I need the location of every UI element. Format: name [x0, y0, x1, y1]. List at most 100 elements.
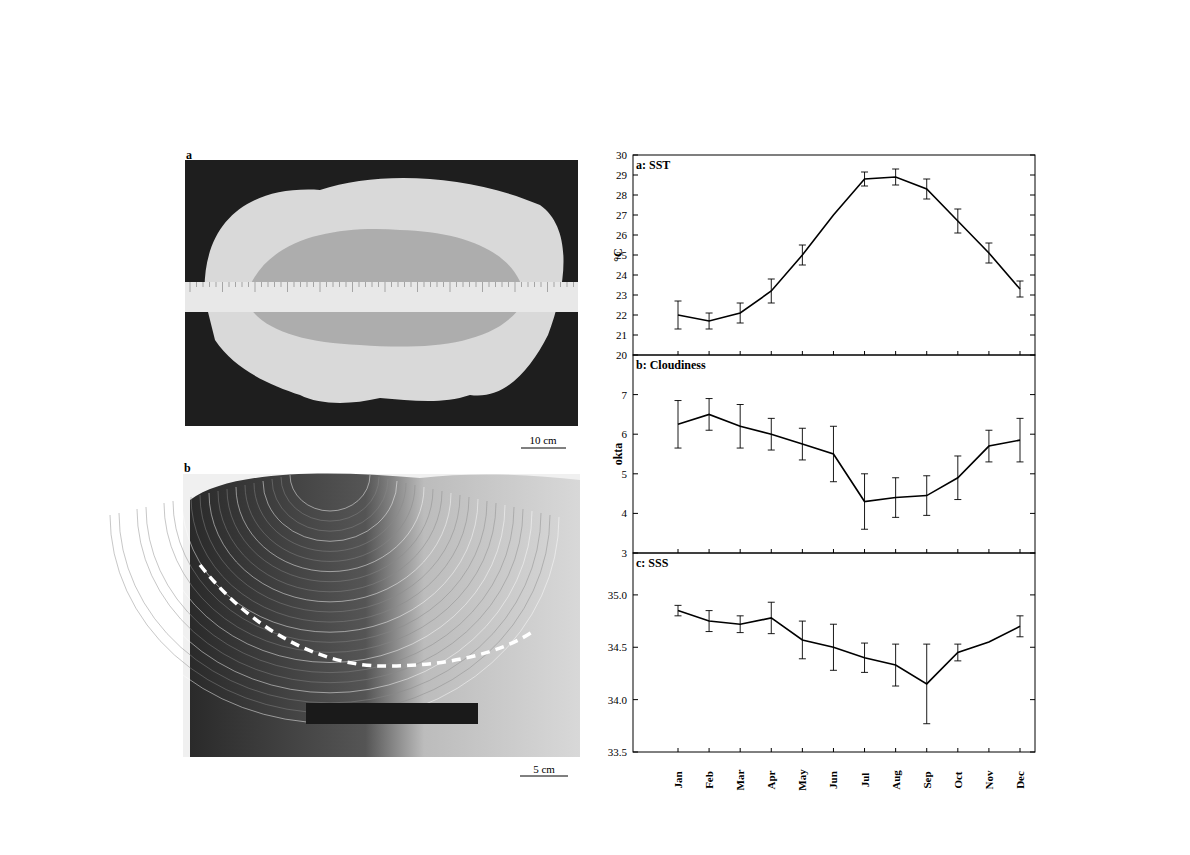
x-tick: [678, 351, 679, 355]
y-tick: [1030, 335, 1035, 336]
x-tick: [740, 549, 741, 553]
error-stem: [895, 169, 896, 185]
ruler-tick: [346, 282, 347, 287]
ruler-tick: [417, 282, 418, 292]
ruler-tick: [320, 282, 321, 292]
ruler-tick: [495, 282, 496, 287]
ruler-tick: [307, 282, 308, 287]
x-tick: [988, 351, 989, 355]
ruler-tick: [261, 282, 262, 287]
scale-bar: [520, 776, 568, 777]
y-tick-label: 34.0: [608, 694, 628, 706]
x-tick: [926, 549, 927, 553]
error-cap: [768, 633, 775, 634]
error-cap: [923, 723, 930, 724]
error-cap: [675, 400, 682, 401]
error-stem: [802, 245, 803, 265]
x-tick: [833, 549, 834, 553]
ruler-tick: [508, 282, 509, 287]
error-cap: [923, 179, 930, 180]
y-tick: [1030, 295, 1035, 296]
error-bar: [830, 426, 837, 481]
x-tick: [678, 748, 679, 752]
x-tick: [988, 748, 989, 752]
error-bar: [768, 279, 775, 303]
error-stem: [678, 605, 679, 615]
y-tick: [633, 295, 638, 296]
error-cap: [954, 499, 961, 500]
x-tick: [895, 351, 896, 355]
scale-bar-label: 5 cm: [533, 763, 555, 775]
x-tick: [802, 351, 803, 355]
error-cap: [706, 430, 713, 431]
x-tick-label: Feb: [703, 771, 715, 789]
y-tick: [1030, 434, 1035, 435]
ruler-tick: [450, 282, 451, 292]
x-tick: [802, 549, 803, 553]
error-bar: [706, 313, 713, 329]
error-stem: [864, 643, 865, 672]
x-tick: [926, 748, 927, 752]
x-tick: [1020, 549, 1021, 553]
error-stem: [678, 301, 679, 329]
error-stem: [988, 430, 989, 462]
error-cap: [737, 615, 744, 616]
data-line: [678, 611, 1020, 684]
error-cap: [799, 658, 806, 659]
x-tick-label: Apr: [765, 770, 777, 789]
ruler-tick: [541, 282, 542, 287]
y-tick: [633, 215, 638, 216]
ruler-tick: [521, 282, 522, 287]
error-stem: [833, 624, 834, 670]
scale-bar-label: 10 cm: [529, 434, 557, 446]
x-tick-label: May: [796, 769, 808, 791]
growth-band: [245, 485, 415, 561]
ruler-tick: [534, 282, 535, 287]
error-bar: [954, 209, 961, 233]
growth-band: [155, 505, 505, 663]
error-cap: [799, 245, 806, 246]
y-tick: [1030, 394, 1035, 395]
error-bar: [675, 301, 682, 329]
error-cap: [892, 169, 899, 170]
x-tick: [1020, 351, 1021, 355]
x-tick: [771, 549, 772, 553]
y-tick-label: 6: [622, 428, 628, 440]
y-tick: [1030, 155, 1035, 156]
error-cap: [737, 632, 744, 633]
photo-b: [101, 473, 580, 757]
ruler-tick: [372, 282, 373, 287]
error-stem: [864, 172, 865, 186]
error-bar: [985, 243, 992, 263]
transect: [200, 565, 535, 666]
data-line: [678, 414, 1020, 501]
y-tick-label: 27: [616, 209, 628, 221]
x-tick-label: Jan: [672, 771, 684, 788]
x-tick: [771, 748, 772, 752]
scale-bar: [521, 448, 566, 449]
y-tick: [633, 275, 638, 276]
y-tick: [1030, 473, 1035, 474]
ruler-tick: [547, 282, 548, 292]
ruler-tick: [573, 282, 574, 287]
y-tick: [633, 235, 638, 236]
ruler-tick: [274, 282, 275, 287]
error-cap: [799, 428, 806, 429]
ruler-tick: [339, 282, 340, 287]
error-stem: [740, 405, 741, 449]
error-cap: [861, 529, 868, 530]
y-tick: [1030, 513, 1035, 514]
ruler-tick: [482, 282, 483, 292]
y-tick: [1030, 255, 1035, 256]
chart-panel: 34567b: Cloudinessokta: [611, 355, 1035, 559]
error-cap: [675, 329, 682, 330]
ruler-tick: [560, 282, 561, 287]
error-cap: [737, 448, 744, 449]
ruler-tick: [300, 282, 301, 287]
y-tick-label: 29: [616, 169, 628, 181]
error-stem: [833, 426, 834, 481]
x-tick: [740, 748, 741, 752]
error-bar: [799, 428, 806, 460]
ruler-tick: [190, 282, 191, 292]
ruler-tick: [385, 282, 386, 292]
